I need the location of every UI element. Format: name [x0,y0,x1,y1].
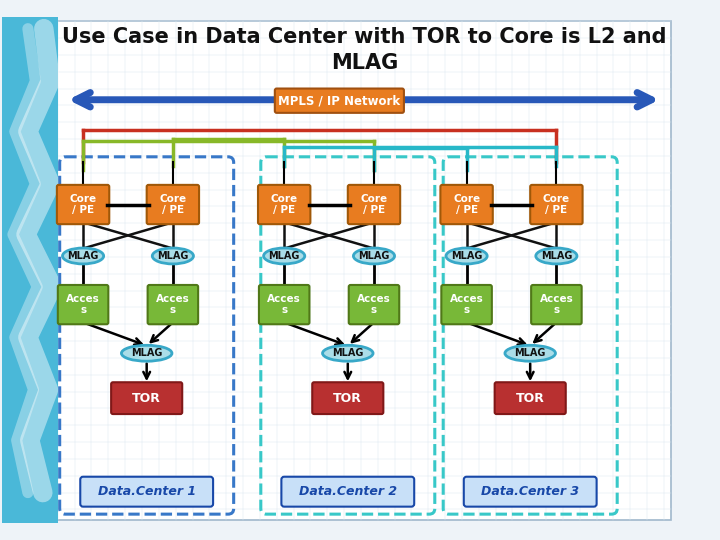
Text: MLAG: MLAG [359,251,390,261]
Text: Acces
s: Acces s [156,294,190,315]
Text: MLAG: MLAG [68,251,99,261]
Text: MLAG: MLAG [157,251,189,261]
Ellipse shape [446,248,487,264]
Text: Acces
s: Acces s [450,294,483,315]
FancyBboxPatch shape [312,382,383,414]
FancyBboxPatch shape [441,285,492,324]
Text: Acces
s: Acces s [66,294,100,315]
Text: MLAG: MLAG [541,251,572,261]
FancyBboxPatch shape [530,185,582,224]
Text: Data.Center 2: Data.Center 2 [299,485,397,498]
Ellipse shape [536,248,577,264]
FancyBboxPatch shape [57,185,109,224]
Ellipse shape [122,345,172,361]
FancyBboxPatch shape [56,21,672,520]
Text: Core
/ PE: Core / PE [70,194,96,215]
Text: Core
/ PE: Core / PE [271,194,298,215]
Text: Acces
s: Acces s [539,294,573,315]
Ellipse shape [354,248,395,264]
FancyBboxPatch shape [348,185,400,224]
Text: MPLS / IP Network: MPLS / IP Network [279,94,400,107]
Text: Core
/ PE: Core / PE [453,194,480,215]
Text: MLAG: MLAG [131,348,163,358]
FancyBboxPatch shape [348,285,400,324]
Text: TOR: TOR [132,392,161,404]
FancyBboxPatch shape [441,185,492,224]
Text: Acces
s: Acces s [357,294,391,315]
Text: Data.Center 3: Data.Center 3 [481,485,580,498]
Text: Data.Center 1: Data.Center 1 [98,485,196,498]
Ellipse shape [323,345,373,361]
FancyBboxPatch shape [495,382,566,414]
Text: Core
/ PE: Core / PE [159,194,186,215]
FancyBboxPatch shape [147,185,199,224]
Text: Core
/ PE: Core / PE [543,194,570,215]
Text: MLAG: MLAG [451,251,482,261]
FancyBboxPatch shape [531,285,582,324]
Text: MLAG: MLAG [332,348,364,358]
FancyBboxPatch shape [258,185,310,224]
FancyBboxPatch shape [111,382,182,414]
Ellipse shape [153,248,194,264]
FancyBboxPatch shape [80,477,213,507]
Text: TOR: TOR [333,392,362,404]
FancyBboxPatch shape [275,89,404,113]
Text: MLAG: MLAG [331,53,398,73]
Text: Core
/ PE: Core / PE [361,194,387,215]
Text: Acces
s: Acces s [267,294,301,315]
Text: MLAG: MLAG [515,348,546,358]
FancyBboxPatch shape [1,17,58,523]
FancyBboxPatch shape [148,285,198,324]
FancyBboxPatch shape [259,285,310,324]
FancyBboxPatch shape [464,477,597,507]
Text: Use Case in Data Center with TOR to Core is L2 and: Use Case in Data Center with TOR to Core… [63,27,667,47]
Text: MLAG: MLAG [269,251,300,261]
FancyBboxPatch shape [58,285,108,324]
FancyBboxPatch shape [282,477,414,507]
Ellipse shape [63,248,104,264]
Text: TOR: TOR [516,392,544,404]
Ellipse shape [505,345,555,361]
Ellipse shape [264,248,305,264]
